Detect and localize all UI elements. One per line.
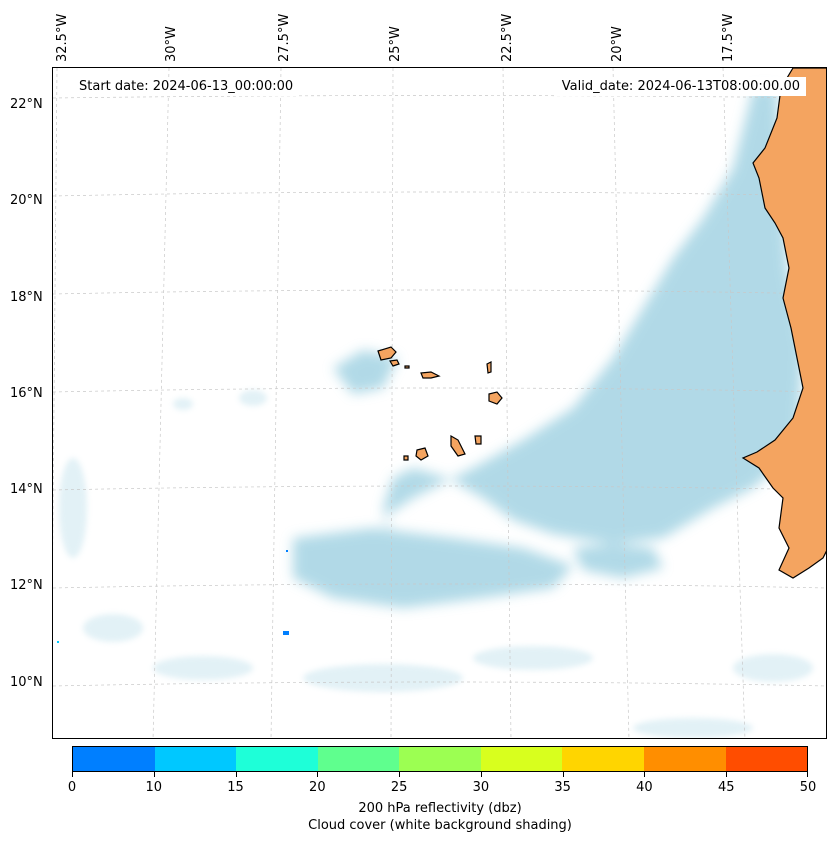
valid-date-label: Valid_date: 2024-06-13T08:00:00.00 xyxy=(555,77,806,96)
lat-label-12n: 12°N xyxy=(10,578,43,593)
colorbar-segment xyxy=(317,747,400,771)
start-date-label: Start date: 2024-06-13_00:00:00 xyxy=(73,77,300,96)
colorbar-tick-label: 50 xyxy=(799,780,817,795)
colorbar-tick-label: 10 xyxy=(145,780,163,795)
cloud-region-main xyxy=(383,88,803,544)
island-sal xyxy=(486,361,492,374)
lat-label-10n: 10°N xyxy=(10,675,43,690)
colorbar-tick xyxy=(644,772,646,777)
colorbar-segment xyxy=(236,747,318,771)
cloud-region-southeast xyxy=(573,544,663,578)
reflectivity-echo xyxy=(283,631,289,635)
colorbar-tick-label: 25 xyxy=(390,780,408,795)
island-boa-vista xyxy=(488,391,503,405)
lat-label-18n: 18°N xyxy=(10,290,43,305)
reflectivity-echo xyxy=(286,550,288,552)
colorbar-segment xyxy=(73,747,155,771)
island-sao-vicente xyxy=(389,359,400,367)
colorbar-tick xyxy=(317,772,319,777)
lat-label-14n: 14°N xyxy=(10,482,43,497)
map-canvas xyxy=(53,68,826,738)
map-panel[interactable]: Start date: 2024-06-13_00:00:00 Valid_da… xyxy=(52,67,827,739)
colorbar-tick xyxy=(235,772,237,777)
colorbar-segment xyxy=(643,747,726,771)
lon-label-17-5w: 17.5°W xyxy=(721,13,736,62)
lat-label-16n: 16°N xyxy=(10,386,43,401)
lon-label-25w: 25°W xyxy=(388,26,403,62)
colorbar-tick-label: 45 xyxy=(717,780,735,795)
island-maio xyxy=(474,435,482,445)
colorbar-tick-label: 30 xyxy=(472,780,490,795)
colorbar-tick-label: 0 xyxy=(67,780,77,795)
lon-label-20w: 20°W xyxy=(610,26,625,62)
island-brava xyxy=(403,455,409,461)
graticule xyxy=(53,68,826,738)
colorbar-tick-label: 40 xyxy=(636,780,653,795)
colorbar-tick xyxy=(72,772,73,777)
lat-label-22n: 22°N xyxy=(10,97,43,112)
colorbar-sublabel: Cloud cover (white background shading) xyxy=(308,818,572,833)
island-fogo xyxy=(415,447,429,461)
colorbar-tick xyxy=(726,772,728,777)
lat-label-20n: 20°N xyxy=(10,193,43,208)
reflectivity-colorbar xyxy=(72,746,808,772)
lon-label-30w: 30°W xyxy=(164,26,179,62)
colorbar-tick xyxy=(807,772,808,777)
colorbar-tick-label: 35 xyxy=(554,780,571,795)
colorbar-tick xyxy=(562,772,564,777)
colorbar-segment xyxy=(399,747,481,771)
cloud-region-south xyxy=(293,528,573,608)
island-santiago xyxy=(450,434,466,457)
reflectivity-echo xyxy=(57,641,59,643)
colorbar-tick-label: 15 xyxy=(227,780,244,795)
colorbar-segment xyxy=(154,747,237,771)
colorbar-tick xyxy=(480,772,482,777)
island-santa-luzia xyxy=(404,365,410,369)
lon-label-32-5w: 32.5°W xyxy=(55,13,70,62)
lon-label-27-5w: 27.5°W xyxy=(277,13,292,62)
island-sao-nicolau xyxy=(420,371,441,379)
lon-label-22-5w: 22.5°W xyxy=(500,13,515,62)
cloud-cover-layer xyxy=(293,88,803,608)
colorbar-segment xyxy=(480,747,563,771)
cape-verde-islands xyxy=(377,346,503,461)
colorbar-segment xyxy=(562,747,644,771)
colorbar-segment xyxy=(725,747,808,771)
africa-mainland xyxy=(741,68,826,579)
colorbar-tick xyxy=(399,772,401,777)
colorbar-tick xyxy=(153,772,155,777)
colorbar-label: 200 hPa reflectivity (dbz) xyxy=(358,801,522,816)
cloud-region-islands xyxy=(333,350,398,394)
cloud-faint-layer xyxy=(59,390,813,738)
colorbar-tick-label: 20 xyxy=(309,780,326,795)
island-santo-antao xyxy=(377,346,397,361)
